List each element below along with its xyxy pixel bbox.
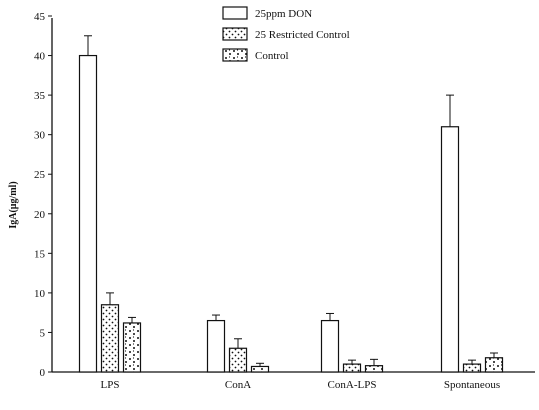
legend-swatch — [222, 6, 248, 20]
legend-label: 25ppm DON — [255, 8, 312, 20]
bar — [206, 319, 226, 373]
y-tick-label: 5 — [40, 327, 46, 339]
legend-swatch — [222, 48, 248, 62]
y-tick-label: 35 — [34, 90, 46, 102]
bar-group-cona-lps: ConA-LPS — [320, 312, 384, 391]
bar — [462, 363, 482, 373]
bar — [342, 363, 362, 373]
bars: LPS ConA ConA-LPS Spontaneous — [78, 35, 504, 391]
bar — [78, 54, 98, 373]
x-category-label: ConA-LPS — [328, 379, 377, 391]
legend-label: Control — [255, 50, 289, 62]
bar — [122, 322, 142, 373]
y-tick-label: 30 — [34, 130, 46, 142]
legend: 25ppm DON 25 Restricted Control Control — [222, 6, 350, 62]
y-tick-label: 20 — [34, 209, 46, 221]
bar-group-cona: ConA — [206, 314, 270, 391]
bar — [250, 365, 270, 373]
y-tick-label: 25 — [34, 169, 46, 181]
bar — [320, 319, 340, 373]
bar — [228, 347, 248, 373]
bar — [484, 357, 504, 373]
bar — [100, 304, 120, 373]
y-tick-label: 0 — [40, 367, 46, 379]
x-category-label: Spontaneous — [444, 379, 500, 391]
y-tick-label: 40 — [34, 51, 46, 63]
bar-group-lps: LPS — [78, 35, 142, 391]
legend-label: 25 Restricted Control — [255, 29, 350, 41]
y-tick-label: 15 — [34, 248, 46, 260]
x-category-label: ConA — [225, 379, 251, 391]
x-category-label: LPS — [101, 379, 120, 391]
bar — [440, 126, 460, 373]
y-tick-label: 10 — [34, 288, 46, 300]
y-axis-title: IgA(μg/ml) — [8, 181, 19, 228]
y-tick-label: 45 — [34, 11, 46, 23]
legend-swatch — [222, 27, 248, 41]
bar-group-spontaneous: Spontaneous — [440, 94, 504, 391]
bar — [364, 365, 384, 373]
